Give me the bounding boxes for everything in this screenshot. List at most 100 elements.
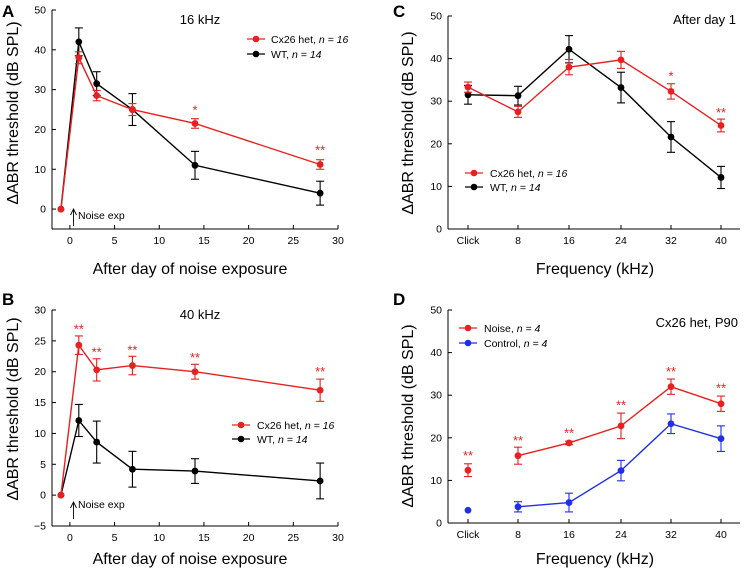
data-point — [667, 133, 675, 141]
x-tick-label: 24 — [615, 529, 627, 541]
ylabel-A: ΔABR threshold (dB SPL) — [5, 21, 22, 204]
series-line — [60, 418, 321, 496]
noise-exp-arrow-head — [70, 207, 77, 216]
data-point — [191, 120, 199, 127]
significance-label: ** — [564, 426, 574, 441]
xlabel-C: Frequency (kHz) — [536, 261, 654, 278]
significance-label: ** — [513, 433, 523, 448]
x-tick-label: 0 — [67, 235, 73, 247]
significance-label: ** — [666, 364, 676, 379]
legend-marker-wt — [470, 183, 478, 191]
x-tick-label: 10 — [153, 532, 165, 544]
data-point — [565, 45, 573, 53]
significance-label: ** — [315, 364, 325, 379]
y-tick-label: 10 — [430, 475, 442, 487]
significance-label: * — [668, 69, 673, 84]
data-point — [191, 161, 199, 169]
legend-label-noise: Noise, n = 4 — [484, 323, 541, 335]
panel-letter-C: C — [393, 2, 405, 21]
y-tick-label: 30 — [34, 84, 46, 96]
x-tick-label: 16 — [563, 235, 575, 247]
x-tick-label: 0 — [67, 532, 73, 544]
series-line — [467, 48, 722, 178]
panel-C: C ΔABR threshold (dB SPL) Frequency (kHz… — [393, 2, 740, 278]
data-point — [129, 362, 136, 369]
title-A: 16 kHz — [180, 12, 220, 27]
y-tick-label: 30 — [430, 390, 442, 402]
plot-D: ** ** ** ** ** ** — [463, 364, 726, 514]
title-B: 40 kHz — [180, 307, 220, 322]
data-point — [464, 506, 472, 514]
data-point — [464, 83, 472, 91]
plot-C: *** — [464, 35, 726, 190]
data-point — [129, 106, 136, 113]
data-point — [464, 91, 472, 99]
data-point — [514, 92, 522, 100]
noise-exp-label: Noise exp — [78, 499, 125, 511]
y-tick-label: 20 — [34, 366, 46, 378]
legend-marker-cx26 — [252, 35, 260, 43]
x-tick-label: 5 — [112, 235, 118, 247]
x-tick-label: 25 — [287, 235, 299, 247]
x-tick-label: 30 — [332, 532, 344, 544]
data-point — [316, 161, 324, 168]
legend-A: Cx26 het, n = 16 WT, n = 14 — [247, 34, 349, 61]
x-tick-label: 15 — [198, 532, 210, 544]
x-tick-label: 16 — [563, 529, 575, 541]
data-point — [316, 477, 324, 485]
x-tick-label: 5 — [112, 532, 118, 544]
data-point — [717, 122, 725, 129]
x-tick-label: 40 — [715, 235, 727, 247]
axes-D: 0 10 20 30 40 50 Click 8 16 24 32 40 — [430, 305, 740, 541]
data-point — [57, 491, 65, 499]
legend-label-cx26: Cx26 het, n = 16 — [490, 168, 568, 180]
y-tick-label: 20 — [34, 124, 46, 136]
y-tick-label: 20 — [430, 138, 442, 150]
legend-D: Noise, n = 4 Control, n = 4 — [459, 323, 548, 350]
data-point — [93, 438, 101, 446]
legend-marker-wt — [252, 50, 260, 58]
data-point — [617, 422, 625, 430]
data-point — [617, 56, 625, 64]
data-point — [75, 341, 83, 349]
legend-marker-wt — [237, 435, 245, 443]
ylabel-C: ΔABR threshold (dB SPL) — [400, 31, 417, 214]
significance-label: ** — [315, 142, 325, 157]
axes-C: 0 10 20 30 40 50 Click 8 16 24 32 40 — [430, 11, 740, 247]
x-tick-label: 8 — [515, 529, 521, 541]
data-point — [717, 400, 725, 408]
data-point — [667, 420, 675, 428]
legend-B: Cx26 het, n = 16 WT, n = 14 — [232, 420, 335, 446]
data-point — [75, 38, 83, 46]
noise-exp-annotation-B: Noise exp — [70, 499, 125, 519]
legend-label-wt: WT, n = 14 — [271, 49, 322, 61]
x-tick-label: 32 — [665, 529, 677, 541]
xlabel-D: Frequency (kHz) — [536, 551, 654, 568]
axes-A: 0 10 20 30 40 50 0 5 10 15 20 25 30 — [34, 5, 344, 248]
y-tick-label: −5 — [34, 521, 46, 533]
data-point — [57, 205, 65, 213]
title-D: Cx26 het, P90 — [656, 315, 738, 330]
x-tick-label: 32 — [665, 235, 677, 247]
x-tick-label: Click — [457, 529, 480, 541]
plot-A: *** — [57, 27, 325, 213]
significance-label: ** — [716, 105, 726, 120]
legend-label-cx26: Cx26 het, n = 16 — [257, 420, 335, 432]
panel-B: B ΔABR threshold (dB SPL) After day of n… — [2, 290, 344, 568]
legend-label-cx26: Cx26 het, n = 16 — [271, 34, 349, 46]
legend-label-wt: WT, n = 14 — [257, 434, 308, 446]
noise-exp-label: Noise exp — [78, 210, 125, 222]
data-point — [75, 54, 83, 62]
xlabel-A: After day of noise exposure — [93, 261, 288, 278]
x-tick-label: 30 — [332, 235, 344, 247]
data-point — [565, 63, 573, 71]
significance-label: ** — [127, 342, 137, 357]
y-tick-label: 0 — [40, 204, 46, 216]
series-line — [60, 39, 321, 210]
xlabel-B: After day of noise exposure — [93, 551, 288, 568]
y-tick-label: 40 — [430, 53, 442, 65]
legend-marker-cx26 — [470, 169, 478, 177]
y-tick-label: 0 — [40, 490, 46, 502]
plot-B: ** ** ** ** ** — [57, 322, 325, 500]
